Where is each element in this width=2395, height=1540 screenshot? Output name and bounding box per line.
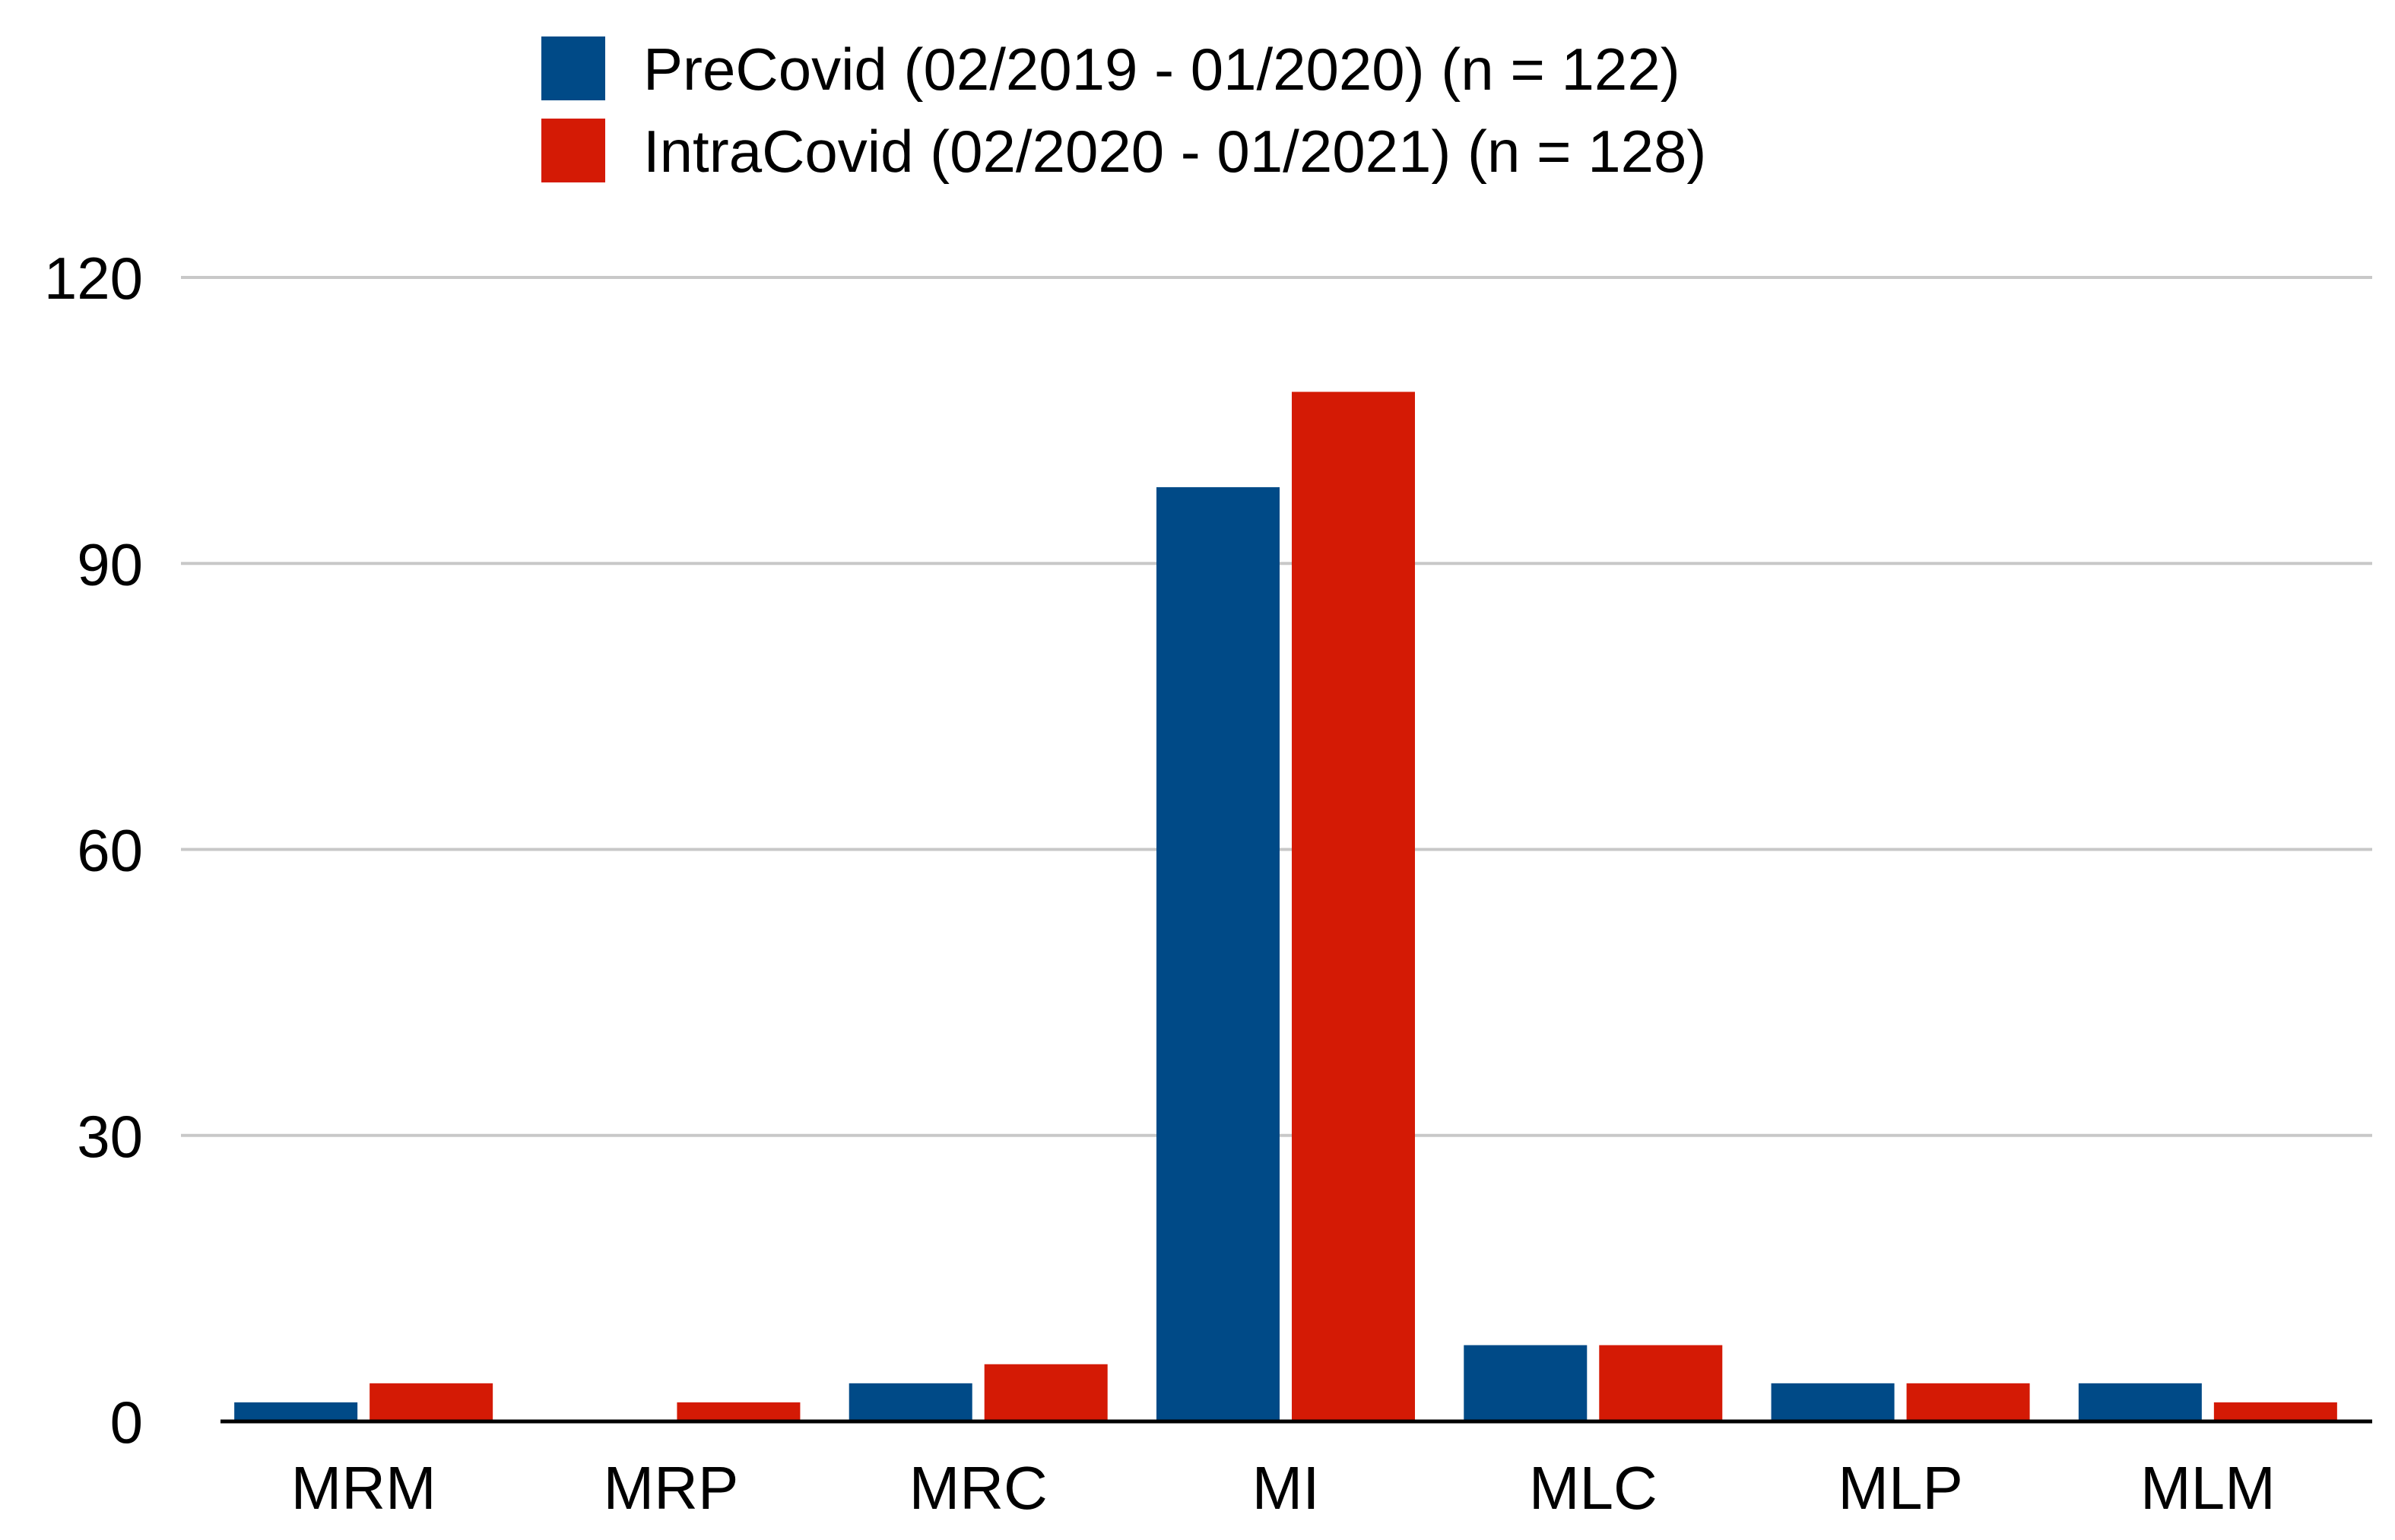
bars [234,391,2337,1421]
bar-mrm-series-1 [370,1383,493,1421]
y-tick-label-30: 30 [77,1103,143,1170]
x-category-label-mi: MI [1252,1454,1320,1522]
x-category-label-mrm: MRM [291,1454,436,1522]
y-tick-label-60: 60 [77,817,143,884]
y-axis-ticks: 0 30 60 90 120 [44,245,143,1456]
bar-mrp-series-1 [677,1402,801,1421]
bar-mlp-series-1 [1906,1383,2030,1421]
bar-mi-series-1 [1292,391,1415,1421]
x-category-label-mrc: MRC [909,1454,1048,1522]
x-axis-categories: MRM MRP MRC MI MLC MLP MLM [291,1454,2276,1522]
legend-label-1: IntraCovid (02/2020 - 01/2021) (n = 128) [643,118,1706,185]
y-tick-label-120: 120 [44,245,143,312]
bar-mlc-series-1 [1599,1345,1723,1421]
x-category-label-mlm: MLM [2140,1454,2276,1522]
legend-label-0: PreCovid (02/2019 - 01/2020) (n = 122) [643,36,1680,103]
x-category-label-mrp: MRP [604,1454,739,1522]
y-tick-label-90: 90 [77,531,143,597]
bar-mlc-series-0 [1464,1345,1588,1421]
x-category-label-mlp: MLP [1838,1454,1963,1522]
legend: PreCovid (02/2019 - 01/2020) (n = 122) In… [541,36,1706,185]
bar-mrm-series-0 [234,1402,358,1421]
bar-mlm-series-0 [2078,1383,2202,1421]
legend-swatch-0 [541,36,605,100]
bar-mi-series-0 [1156,486,1280,1421]
bar-mrc-series-1 [984,1364,1108,1421]
y-tick-label-0: 0 [110,1389,143,1456]
x-category-label-mlc: MLC [1529,1454,1657,1522]
bar-mlp-series-0 [1771,1383,1895,1421]
bar-mrc-series-0 [849,1383,972,1421]
legend-swatch-1 [541,119,605,182]
bar-mlm-series-1 [2213,1402,2337,1421]
